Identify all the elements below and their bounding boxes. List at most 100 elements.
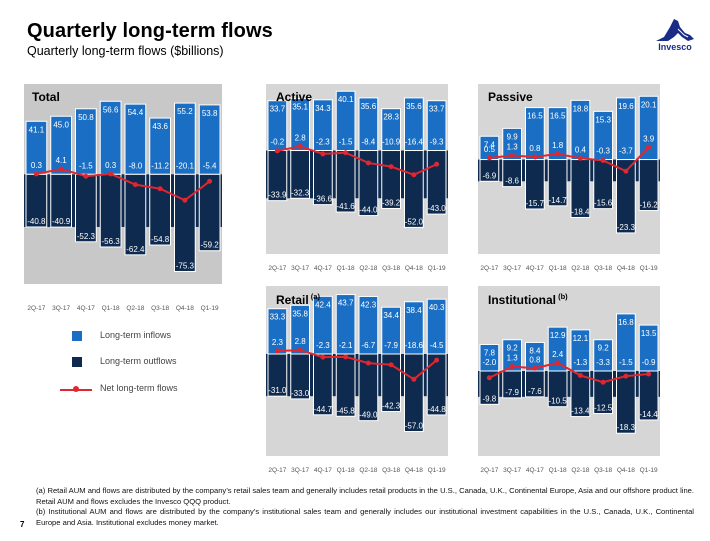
inflow-label: 16.5: [550, 112, 566, 121]
inflow-label: 8.4: [529, 346, 541, 355]
inflow-swatch: [72, 331, 82, 341]
category-label: Q2-18: [359, 467, 377, 474]
outflow-label: -44.0: [359, 206, 378, 215]
category-label: Q3-18: [382, 265, 400, 272]
outflow-bar: [616, 159, 636, 234]
net-flow-label: 3.9: [643, 134, 655, 143]
net-flow-label: 1.3: [507, 354, 519, 363]
net-flow-point: [646, 144, 652, 150]
net-flow-label: 0.8: [529, 144, 541, 153]
category-label: 3Q-17: [52, 305, 70, 312]
net-flow-label: -8.4: [361, 138, 375, 147]
net-flow-point: [555, 360, 561, 366]
outflow-label: -44.8: [428, 405, 447, 414]
net-flow-point: [132, 182, 138, 188]
inflow-label: 33.3: [270, 313, 286, 322]
legend-label: Long-term outflows: [100, 356, 177, 366]
net-flow-label: -1.3: [573, 358, 587, 367]
outflow-label: -7.6: [528, 387, 542, 396]
inflow-label: 9.2: [507, 344, 519, 353]
net-flow-point: [108, 171, 114, 177]
category-label: Q1-19: [640, 265, 658, 272]
outflow-bar: [502, 159, 522, 188]
category-label: 4Q-17: [314, 467, 332, 474]
inflow-label: 35.6: [361, 102, 377, 111]
net-flow-line: [489, 146, 650, 173]
legend-label: Long-term inflows: [100, 330, 172, 340]
outflow-label: -14.7: [549, 196, 568, 205]
net-flow-point: [600, 158, 606, 163]
category-label: 3Q-17: [291, 467, 309, 474]
outflow-label: -62.4: [126, 245, 145, 254]
inflow-label: 18.8: [573, 104, 589, 113]
category-label: Q3-18: [594, 265, 612, 272]
net-flow-point: [434, 357, 440, 363]
net-flow-point: [411, 172, 417, 178]
outflow-label: -9.8: [482, 394, 496, 403]
chart-title: Passive: [488, 90, 533, 104]
outflow-label: -49.0: [359, 411, 378, 420]
net-flow-point: [600, 379, 606, 385]
net-flow-label: 2.8: [295, 337, 307, 346]
invesco-logo: Invesco: [650, 15, 700, 55]
outflow-label: -10.5: [549, 397, 568, 406]
inflow-label: 20.1: [641, 100, 657, 109]
inflow-label: 35.6: [406, 102, 422, 111]
net-flow-point: [388, 164, 394, 170]
outflow-bar: [547, 370, 568, 408]
net-flow-label: -1.5: [79, 161, 93, 170]
outflow-label: -23.3: [617, 223, 636, 232]
net-flow-label: -11.2: [151, 161, 169, 170]
category-label: Q3-18: [382, 467, 400, 474]
outflow-label: -44.7: [314, 405, 333, 414]
net-flow-label: -3.3: [596, 358, 610, 367]
category-label: Q3-18: [151, 305, 169, 312]
net-flow-point: [509, 364, 515, 370]
inflow-label: 42.3: [361, 300, 377, 309]
category-label: 4Q-17: [77, 305, 95, 312]
logo-text: Invesco: [658, 42, 692, 52]
net-flow-point: [555, 151, 561, 157]
net-flow-point: [577, 155, 583, 161]
category-label: Q2-18: [126, 305, 144, 312]
net-flow-line: [488, 361, 649, 384]
inflow-label: 12.9: [550, 331, 566, 340]
net-flow-label: -1.5: [619, 358, 633, 367]
net-flow-point: [623, 373, 629, 379]
net-flow-point: [509, 152, 515, 158]
inflow-label: 41.1: [29, 125, 45, 134]
net-flow-point: [532, 154, 538, 160]
chart-passive: 7.4 -6.9 2Q-17 9.9 -8.6 3Q-17 16.5 -15.7 4Q-17 16…: [478, 84, 660, 274]
chart-svg: 33.7 -33.9 2Q-17 35.1 -32.3 3Q-17 34.3 -36.6 4Q-…: [266, 84, 448, 272]
inflow-label: 15.3: [595, 115, 611, 124]
inflow-label: 9.2: [598, 344, 610, 353]
category-label: 3Q-17: [503, 467, 521, 474]
page-title: Quarterly long-term flows: [27, 20, 273, 42]
outflow-bar: [124, 173, 147, 256]
net-flow-label: -0.3: [596, 147, 610, 156]
mountain-icon: [656, 19, 694, 41]
outflow-bar: [313, 353, 333, 416]
category-label: Q4-18: [405, 265, 423, 272]
inflow-label: 19.6: [618, 102, 634, 111]
chart-svg: 7.4 -6.9 2Q-17 9.9 -8.6 3Q-17 16.5 -15.7 4Q-17 16…: [478, 84, 660, 272]
net-flow-label: -2.3: [316, 138, 330, 147]
chart-title: Total: [32, 90, 60, 104]
net-flow-label: -2.3: [316, 341, 330, 350]
category-label: 3Q-17: [291, 265, 309, 272]
outflow-bar: [50, 173, 72, 228]
outflow-label: -57.0: [405, 422, 424, 431]
inflow-label: 34.3: [315, 104, 331, 113]
inflow-label: 40.1: [338, 95, 354, 104]
outflow-bar: [174, 173, 196, 272]
inflow-label: 45.0: [53, 120, 69, 129]
category-label: Q2-18: [571, 467, 589, 474]
inflow-label: 12.1: [573, 334, 589, 343]
outflow-bar: [290, 353, 310, 400]
outflow-label: -42.3: [382, 402, 401, 411]
net-flow-label: -6.7: [361, 341, 375, 350]
net-flow-point: [297, 347, 303, 353]
inflow-label: 13.5: [641, 329, 657, 338]
category-label: Q1-18: [102, 305, 120, 312]
outflow-bar: [426, 353, 447, 416]
